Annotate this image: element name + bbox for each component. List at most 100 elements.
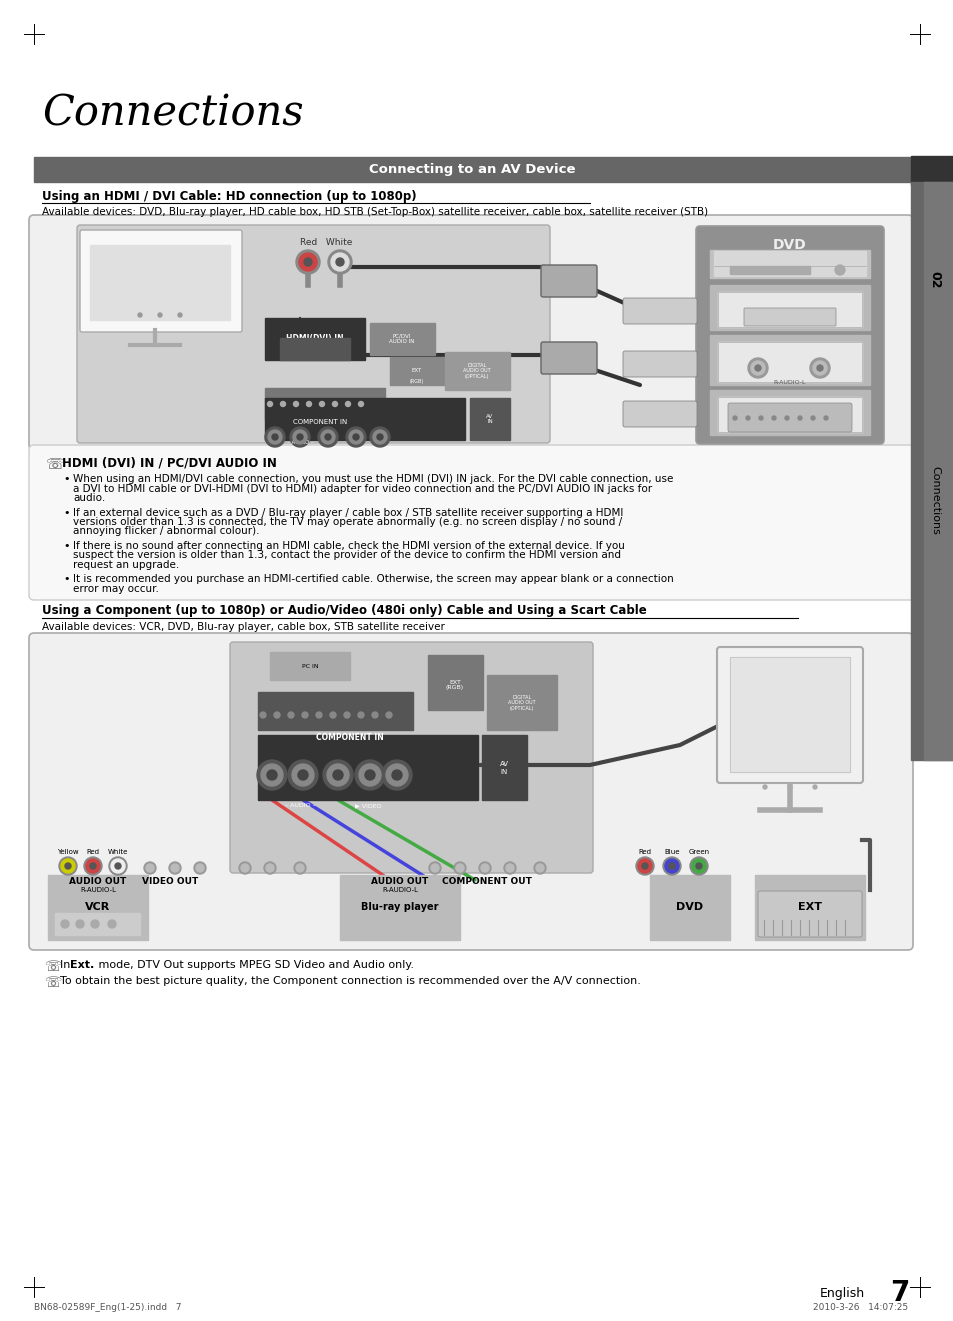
Circle shape <box>641 863 647 869</box>
Circle shape <box>304 258 312 266</box>
Text: COMPONENT IN: COMPONENT IN <box>315 733 383 742</box>
Circle shape <box>754 365 760 371</box>
Bar <box>470 398 510 440</box>
Text: R-AUDIO-L: R-AUDIO-L <box>773 380 805 386</box>
Circle shape <box>810 416 814 420</box>
Circle shape <box>344 712 350 719</box>
FancyBboxPatch shape <box>622 351 697 376</box>
Circle shape <box>267 402 273 407</box>
Bar <box>718 342 862 382</box>
Circle shape <box>290 427 310 446</box>
Circle shape <box>638 859 651 873</box>
Circle shape <box>797 416 801 420</box>
Circle shape <box>193 863 206 875</box>
Text: Available devices: VCR, DVD, Blu-ray player, cable box, STB satellite receiver: Available devices: VCR, DVD, Blu-ray pla… <box>42 622 444 631</box>
Circle shape <box>536 864 543 872</box>
Circle shape <box>689 857 707 875</box>
Bar <box>257 734 477 801</box>
Text: ☏: ☏ <box>46 457 65 472</box>
Circle shape <box>138 313 142 317</box>
Text: It is recommended you purchase an HDMI-certified cable. Otherwise, the screen ma: It is recommended you purchase an HDMI-c… <box>73 575 673 584</box>
Circle shape <box>115 863 121 869</box>
Circle shape <box>158 313 162 317</box>
Circle shape <box>386 764 408 786</box>
Circle shape <box>61 919 69 927</box>
Circle shape <box>84 857 102 875</box>
Bar <box>729 657 849 771</box>
Circle shape <box>111 859 125 873</box>
Circle shape <box>294 402 298 407</box>
Circle shape <box>365 770 375 779</box>
Text: EXT: EXT <box>797 902 821 911</box>
Circle shape <box>429 863 440 875</box>
Circle shape <box>288 760 317 790</box>
Text: ☏: ☏ <box>44 976 61 989</box>
Bar <box>910 156 953 185</box>
Text: annoying flicker / abnormal colour).: annoying flicker / abnormal colour). <box>73 527 259 536</box>
Text: AV
IN: AV IN <box>486 413 493 424</box>
Text: HDMI (DVI) IN / PC/DVI AUDIO IN: HDMI (DVI) IN / PC/DVI AUDIO IN <box>62 457 276 470</box>
Circle shape <box>288 712 294 719</box>
Circle shape <box>328 250 352 273</box>
Text: DVD: DVD <box>676 902 702 911</box>
Circle shape <box>478 863 491 875</box>
Circle shape <box>392 770 401 779</box>
Circle shape <box>302 712 308 719</box>
Circle shape <box>319 402 324 407</box>
Bar <box>718 292 862 328</box>
Circle shape <box>256 760 287 790</box>
Circle shape <box>335 258 344 266</box>
Circle shape <box>146 864 153 872</box>
Circle shape <box>320 431 335 444</box>
Circle shape <box>280 402 285 407</box>
Circle shape <box>346 427 366 446</box>
Circle shape <box>373 431 387 444</box>
FancyBboxPatch shape <box>727 403 851 432</box>
Circle shape <box>323 760 353 790</box>
FancyBboxPatch shape <box>540 342 597 374</box>
Circle shape <box>292 764 314 786</box>
Text: Connections: Connections <box>42 92 303 133</box>
Circle shape <box>109 857 127 875</box>
Circle shape <box>272 435 277 440</box>
Bar <box>923 182 953 760</box>
FancyBboxPatch shape <box>29 633 912 950</box>
Text: AUDIO OUT: AUDIO OUT <box>371 877 428 886</box>
Text: Red: Red <box>638 849 651 855</box>
Text: COMPONENT OUT: COMPONENT OUT <box>441 877 532 886</box>
Text: BN68-02589F_Eng(1-25).indd   7: BN68-02589F_Eng(1-25).indd 7 <box>34 1303 181 1312</box>
FancyBboxPatch shape <box>230 642 593 873</box>
Circle shape <box>295 250 319 273</box>
Circle shape <box>297 770 308 779</box>
Text: Red   White: Red White <box>299 238 352 247</box>
Circle shape <box>636 857 654 875</box>
Bar <box>729 657 849 771</box>
Text: •: • <box>63 542 70 551</box>
Text: request an upgrade.: request an upgrade. <box>73 560 179 569</box>
Text: ▶ VIDEO: ▶ VIDEO <box>355 803 381 808</box>
Circle shape <box>505 864 514 872</box>
Text: suspect the version is older than 1.3, contact the provider of the device to con: suspect the version is older than 1.3, c… <box>73 551 620 560</box>
Circle shape <box>834 266 844 275</box>
Bar <box>713 251 865 276</box>
Circle shape <box>331 254 349 271</box>
Circle shape <box>306 402 312 407</box>
Bar <box>339 875 459 941</box>
Bar <box>280 338 350 361</box>
Circle shape <box>696 863 701 869</box>
Bar <box>718 398 862 432</box>
Circle shape <box>294 863 306 875</box>
Text: DIGITAL
AUDIO OUT
(OPTICAL): DIGITAL AUDIO OUT (OPTICAL) <box>463 363 490 379</box>
Bar <box>709 250 869 277</box>
Text: Blu-ray player: Blu-ray player <box>361 902 438 911</box>
Bar <box>270 653 350 680</box>
Circle shape <box>349 431 363 444</box>
Circle shape <box>86 859 100 873</box>
Circle shape <box>325 435 331 440</box>
Bar <box>910 182 953 760</box>
Text: PC/DVI
AUDIO IN: PC/DVI AUDIO IN <box>389 334 415 345</box>
Circle shape <box>662 857 680 875</box>
FancyBboxPatch shape <box>29 215 912 450</box>
Text: Connections: Connections <box>929 465 939 535</box>
Circle shape <box>358 764 380 786</box>
